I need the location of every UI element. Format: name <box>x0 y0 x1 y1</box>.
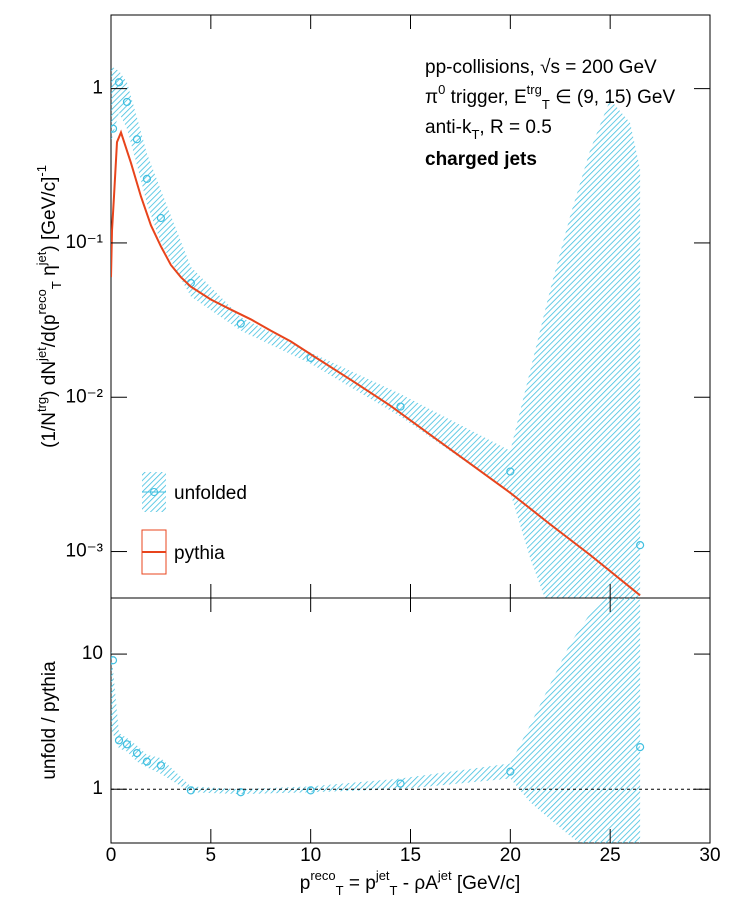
data-point <box>236 319 245 328</box>
text-part: jet <box>437 868 452 883</box>
data-point <box>132 749 142 758</box>
error-band <box>111 598 641 843</box>
y-tick-label: 10⁻² <box>66 386 104 407</box>
data-point <box>506 767 515 776</box>
data-point <box>142 757 152 766</box>
data-point <box>156 761 166 770</box>
plot-area <box>111 66 645 598</box>
text-part: = p <box>344 873 376 894</box>
plot-area <box>111 598 645 843</box>
text-part: T <box>471 127 479 142</box>
error-band <box>111 66 641 598</box>
text-part: trg <box>34 397 49 412</box>
x-tick-label: 5 <box>206 845 217 866</box>
data-point <box>156 213 166 223</box>
annotation: π0 trigger, EtrgT ∈ (9, 15) GeV <box>425 82 675 112</box>
text-part: reco <box>310 868 335 883</box>
text-part: ) [GeV/c] <box>39 177 60 252</box>
data-point <box>142 174 152 183</box>
legend-swatch <box>150 488 158 496</box>
text-part: T <box>336 883 344 898</box>
y-tick-label: 10 <box>82 643 103 664</box>
y-axis-label: (1/Ntrg) dNjet/d(precoT ηjet) [GeV/c]-1 <box>34 165 64 448</box>
text-part: [GeV/c] <box>452 873 521 894</box>
text-part: T <box>49 281 64 289</box>
data-point <box>236 788 245 797</box>
text-part: ∈ (9, 15) GeV <box>550 87 676 108</box>
text-part: p <box>300 873 311 894</box>
text-part: jet <box>34 347 49 362</box>
y-axis-label: unfold / pythia <box>39 661 60 780</box>
data-point <box>306 786 315 795</box>
text-part: η <box>39 265 60 281</box>
y-tick-label: 10⁻¹ <box>66 232 104 253</box>
x-tick-label: 15 <box>400 845 421 866</box>
y-tick-label: 1 <box>92 778 103 799</box>
text-part: - ρA <box>398 873 439 894</box>
data-point <box>132 135 142 144</box>
text-part: (1/N <box>39 412 60 448</box>
data-point <box>122 97 132 107</box>
text-part: unfold / pythia <box>39 661 60 780</box>
text-part: T <box>542 97 550 112</box>
legend-label: pythia <box>174 543 225 564</box>
text-part: /d(p <box>39 314 60 347</box>
data-point <box>111 124 118 133</box>
text-part: trg <box>527 82 542 97</box>
y-tick-label: 1 <box>92 78 103 99</box>
text-part: jet <box>375 868 390 883</box>
data-point <box>122 740 132 749</box>
data-point <box>396 402 405 411</box>
x-tick-label: 20 <box>500 845 521 866</box>
text-part: ) dN <box>39 361 60 397</box>
text-part: -1 <box>34 165 49 177</box>
x-axis-label: precoT = pjetT - ρAjet [GeV/c] <box>300 868 521 898</box>
data-line <box>111 129 641 597</box>
annotation: charged jets <box>425 149 537 170</box>
data-point <box>186 786 195 795</box>
text-part: 0 <box>438 82 445 97</box>
data-point <box>396 779 405 788</box>
data-point <box>636 742 645 752</box>
data-point <box>114 78 124 87</box>
x-tick-label: 0 <box>106 845 117 866</box>
text-part: π <box>425 87 438 108</box>
x-tick-label: 10 <box>300 845 321 866</box>
text-part: T <box>390 883 398 898</box>
text-part: jet <box>34 251 49 266</box>
text-part: charged jets <box>425 149 537 170</box>
x-tick-label: 25 <box>600 845 621 866</box>
annotation: pp-collisions, √s = 200 GeV <box>425 57 657 78</box>
data-point <box>506 467 515 476</box>
data-point <box>114 736 124 745</box>
data-point <box>636 541 645 550</box>
legend-label: unfolded <box>174 483 247 504</box>
text-part: reco <box>34 289 49 314</box>
text-part: pp-collisions, √s = 200 GeV <box>425 57 657 78</box>
annotation: anti-kT, R = 0.5 <box>425 117 552 142</box>
text-part: , R = 0.5 <box>479 117 551 138</box>
data-point <box>111 656 118 665</box>
x-tick-label: 30 <box>699 845 720 866</box>
text-part: trigger, E <box>445 87 526 108</box>
text-part: anti-k <box>425 117 472 138</box>
y-tick-label: 10⁻³ <box>66 541 104 562</box>
